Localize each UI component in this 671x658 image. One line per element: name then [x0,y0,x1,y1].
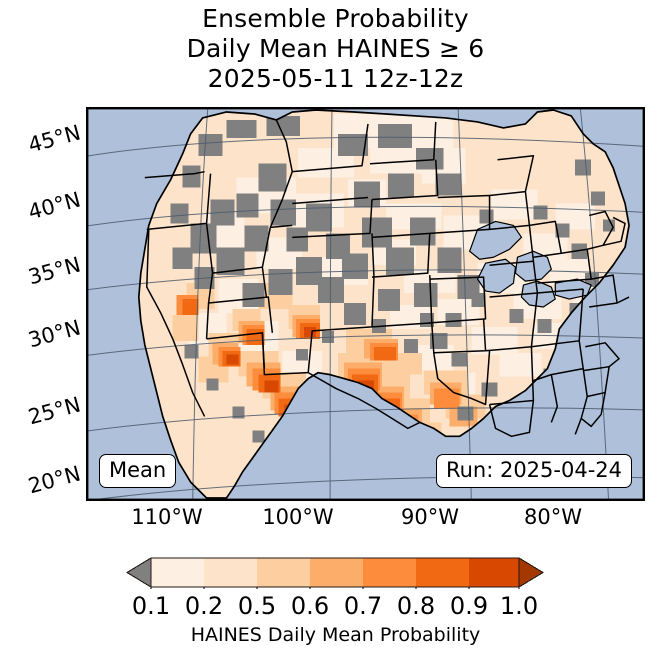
map-frame-border [87,108,644,500]
coastline [137,109,630,499]
colorbar-tick-labels: 0.1 0.2 0.5 0.6 0.7 0.8 0.9 1.0 [0,592,671,622]
colorbar-tick-3: 0.6 [290,592,330,620]
colorbar-tick-4: 0.7 [343,592,383,620]
figure-title: Ensemble Probability Daily Mean HAINES ≥… [0,4,671,94]
member-tag[interactable]: Mean [99,454,177,488]
lon-tick-80w: 80°W [524,505,582,529]
colorbar-tick-0: 0.1 [131,592,171,620]
title-line-2: Daily Mean HAINES ≥ 6 [186,34,485,63]
map-axes[interactable]: Mean Run: 2025-04-24 [86,107,645,501]
lon-tick-100w: 100°W [262,505,334,529]
colorbar-label: HAINES Daily Mean Probability [190,624,481,646]
colorbar[interactable] [125,556,545,589]
colorbar-graphic [126,557,544,589]
colorbar-tick-5: 0.8 [396,592,436,620]
graticule [87,108,644,500]
great-lakes [469,220,592,308]
title-line-1: Ensemble Probability [202,4,469,33]
title-line-3: 2025-05-11 12z-12z [207,64,464,93]
colorbar-tick-2: 0.5 [237,592,277,620]
colorbar-tick-6: 0.9 [449,592,489,620]
map-graphic [87,108,644,500]
lon-tick-110w: 110°W [131,505,203,529]
colorbar-tick-1: 0.2 [184,592,224,620]
lon-tick-90w: 90°W [401,505,459,529]
colorbar-under-arrow [126,557,152,588]
colorbar-region: 0.1 0.2 0.5 0.6 0.7 0.8 0.9 1.0 HAINES D… [0,552,671,658]
colorbar-tick-7: 1.0 [499,592,539,620]
run-date-tag[interactable]: Run: 2025-04-24 [435,454,632,488]
colorbar-over-arrow [518,557,544,588]
map-canvas: Mean Run: 2025-04-24 [87,108,644,500]
state-borders [144,119,630,438]
